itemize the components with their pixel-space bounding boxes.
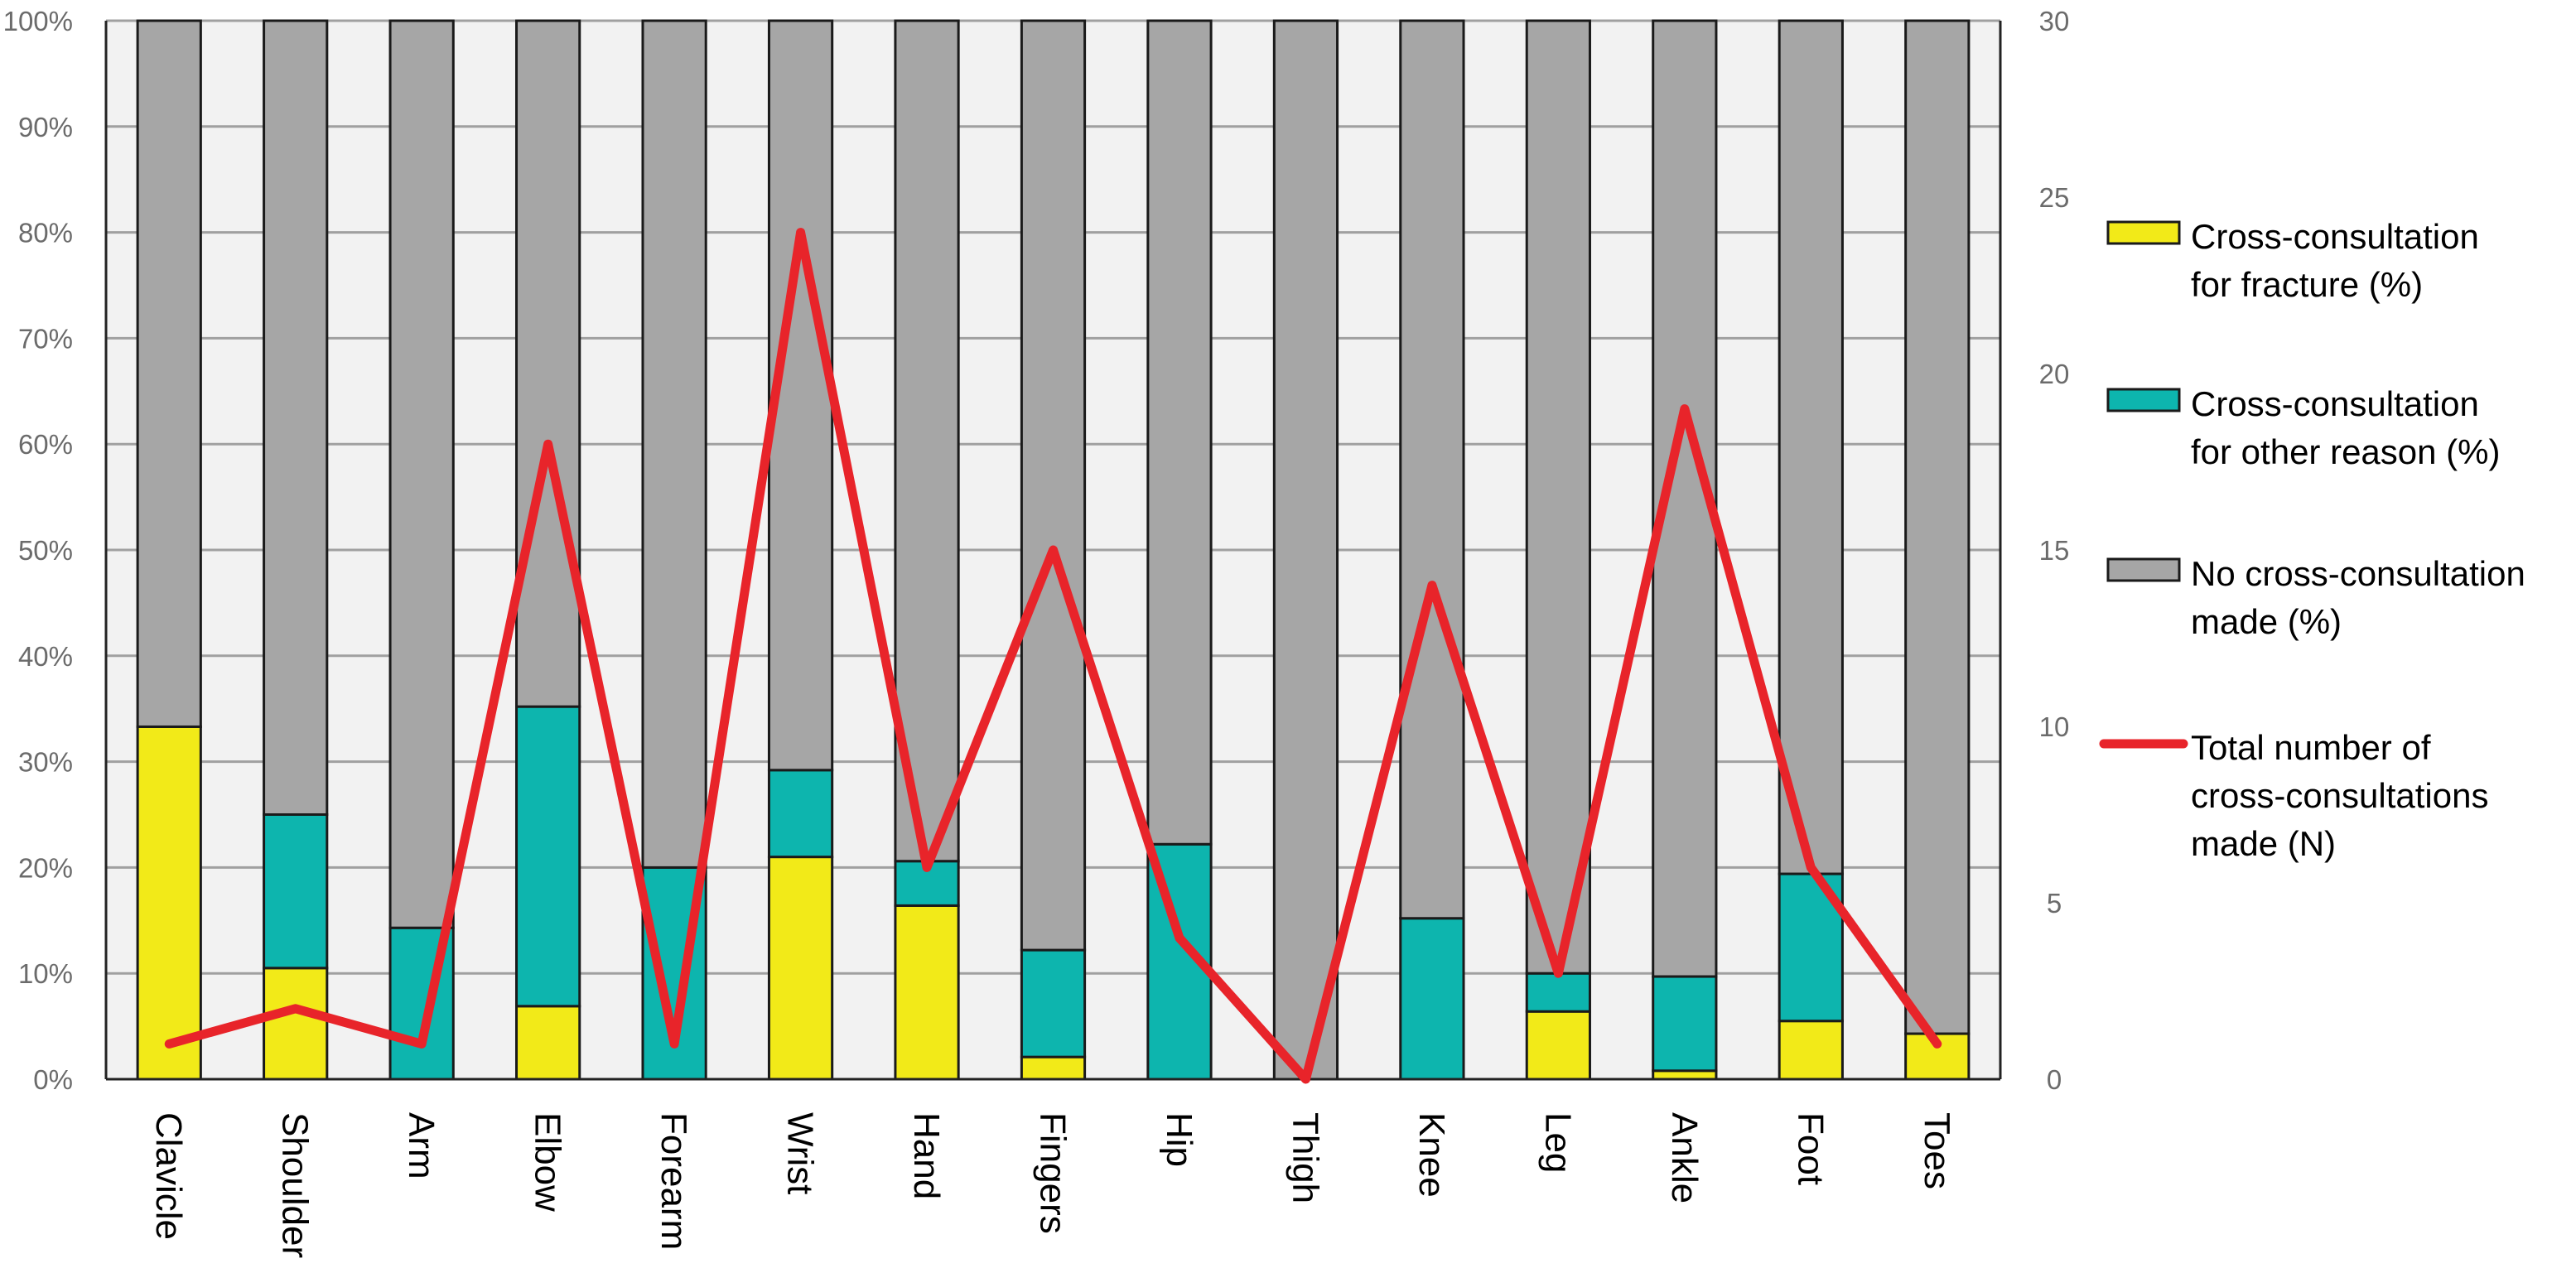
bar-segment-elbow-no-cross-consultation-made [515,19,581,708]
bar-segment-fingers-no-cross-consultation-made [1020,19,1087,952]
legend-label: made (%) [2191,602,2342,641]
y-right-tick-label: 10 [2039,711,2070,742]
category-label-toes: Toes [1917,1112,1957,1189]
bar-segment-clavicle-no-cross-consultation-made [136,19,202,728]
y-right-tick-label: 25 [2039,182,2070,213]
bar-segment-elbow-cross-consultation-for-other-reason [515,705,581,1008]
y-right-tick-label: 20 [2039,359,2070,389]
legend-entry: Cross-consultation for other reason (%) [2106,384,2501,471]
bar-segment-ankle-cross-consultation-for-other-reason [1652,975,1718,1073]
bar-segment-ankle-cross-consultation-for-fracture [1652,1069,1718,1081]
legend-entry: No cross-consultation made (%) [2106,554,2525,641]
legend-label: Total number of [2191,728,2431,767]
category-label-shoulder: Shoulder [275,1112,316,1258]
y-right-tick-label: 0 [2047,1064,2062,1095]
category-label-hand: Hand [906,1112,947,1199]
bar-segment-fingers-cross-consultation-for-other-reason [1020,948,1087,1058]
bar-segment-toes-no-cross-consultation-made [1904,19,1971,1035]
y-right-tick-label: 5 [2047,888,2062,919]
legend-label: made (N) [2191,824,2336,863]
legend-entry: Cross-consultation for fracture (%) [2106,217,2479,304]
bar-segment-foot-no-cross-consultation-made [1778,19,1844,875]
y-right-tick-label: 15 [2039,535,2070,566]
y-left-tick-label: 80% [18,218,73,248]
category-label-ankle: Ankle [1664,1112,1705,1203]
bar-segment-shoulder-cross-consultation-for-fracture [263,967,329,1081]
bar-segment-wrist-cross-consultation-for-other-reason [767,769,834,859]
bar-segment-foot-cross-consultation-for-fracture [1778,1020,1844,1081]
bar-segment-shoulder-no-cross-consultation-made [263,19,329,816]
category-label-fingers: Fingers [1033,1112,1073,1234]
bar-segment-wrist-cross-consultation-for-fracture [767,856,834,1081]
legend-swatch [2106,557,2181,582]
legend-label: Cross-consultation [2191,384,2479,423]
y-left-tick-label: 20% [18,852,73,883]
y-left-tick-label: 40% [18,641,73,672]
legend-label: No cross-consultation [2191,554,2525,593]
legend-swatch [2106,220,2181,245]
bar-segment-arm-no-cross-consultation-made [388,19,455,929]
bar-segment-hand-no-cross-consultation-made [894,19,960,863]
line-series-total-cross-consultations [164,228,1942,1084]
category-label-leg: Leg [1537,1112,1578,1173]
bar-segment-knee-no-cross-consultation-made [1399,19,1465,920]
bar-segment-knee-cross-consultation-for-other-reason [1399,917,1465,1081]
bar-segment-shoulder-cross-consultation-for-other-reason [263,813,329,970]
y-right-tick-label: 30 [2039,6,2070,36]
bar-segment-hand-cross-consultation-for-fracture [894,904,960,1081]
y-left-tick-label: 90% [18,112,73,142]
category-label-foot: Foot [1790,1112,1831,1185]
bar-segment-thigh-no-cross-consultation-made [1272,19,1339,1081]
y-left-tick-label: 10% [18,958,73,989]
y-left-tick-label: 60% [18,429,73,460]
category-label-wrist: Wrist [780,1112,821,1194]
y-left-tick-label: 100% [3,6,73,36]
y-left-tick-label: 50% [18,535,73,566]
bar-segment-hip-no-cross-consultation-made [1146,19,1213,846]
category-label-elbow: Elbow [528,1112,568,1212]
legend-label: Cross-consultation [2191,217,2479,256]
legend-entry: Total number of cross-consultations made (… [2099,728,2488,863]
category-label-knee: Knee [1411,1112,1452,1198]
category-label-hip: Hip [1159,1112,1199,1167]
bar-segment-forearm-no-cross-consultation-made [641,19,707,869]
y-left-tick-label: 0% [33,1064,73,1095]
bar-segment-leg-cross-consultation-for-other-reason [1525,972,1591,1013]
y-left-tick-label: 70% [18,323,73,354]
bar-segment-clavicle-cross-consultation-for-fracture [136,725,202,1081]
legend-label: cross-consultations [2191,776,2488,815]
legend-label: for fracture (%) [2191,265,2423,304]
bar-segment-fingers-cross-consultation-for-fracture [1020,1055,1087,1081]
category-label-thigh: Thigh [1285,1112,1325,1203]
y-left-tick-label: 30% [18,747,73,778]
legend-swatch [2106,388,2181,412]
category-label-clavicle: Clavicle [148,1112,189,1240]
category-label-arm: Arm [401,1112,441,1179]
bar-segment-leg-cross-consultation-for-fracture [1525,1010,1591,1081]
legend-label: for other reason (%) [2191,432,2501,471]
bar-segment-elbow-cross-consultation-for-fracture [515,1005,581,1081]
category-label-forearm: Forearm [654,1112,694,1250]
bar-segment-leg-no-cross-consultation-made [1525,19,1591,975]
